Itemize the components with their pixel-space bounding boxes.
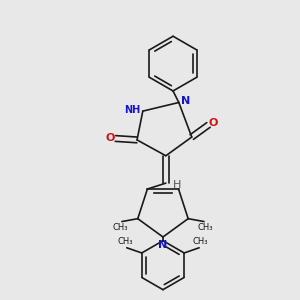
- Text: H: H: [172, 180, 181, 190]
- Text: O: O: [106, 134, 115, 143]
- Text: NH: NH: [124, 105, 141, 115]
- Text: CH₃: CH₃: [118, 237, 133, 246]
- Text: CH₃: CH₃: [198, 224, 213, 232]
- Text: O: O: [209, 118, 218, 128]
- Text: N: N: [182, 96, 190, 106]
- Text: N: N: [158, 240, 168, 250]
- Text: CH₃: CH₃: [113, 224, 128, 232]
- Text: CH₃: CH₃: [193, 237, 208, 246]
